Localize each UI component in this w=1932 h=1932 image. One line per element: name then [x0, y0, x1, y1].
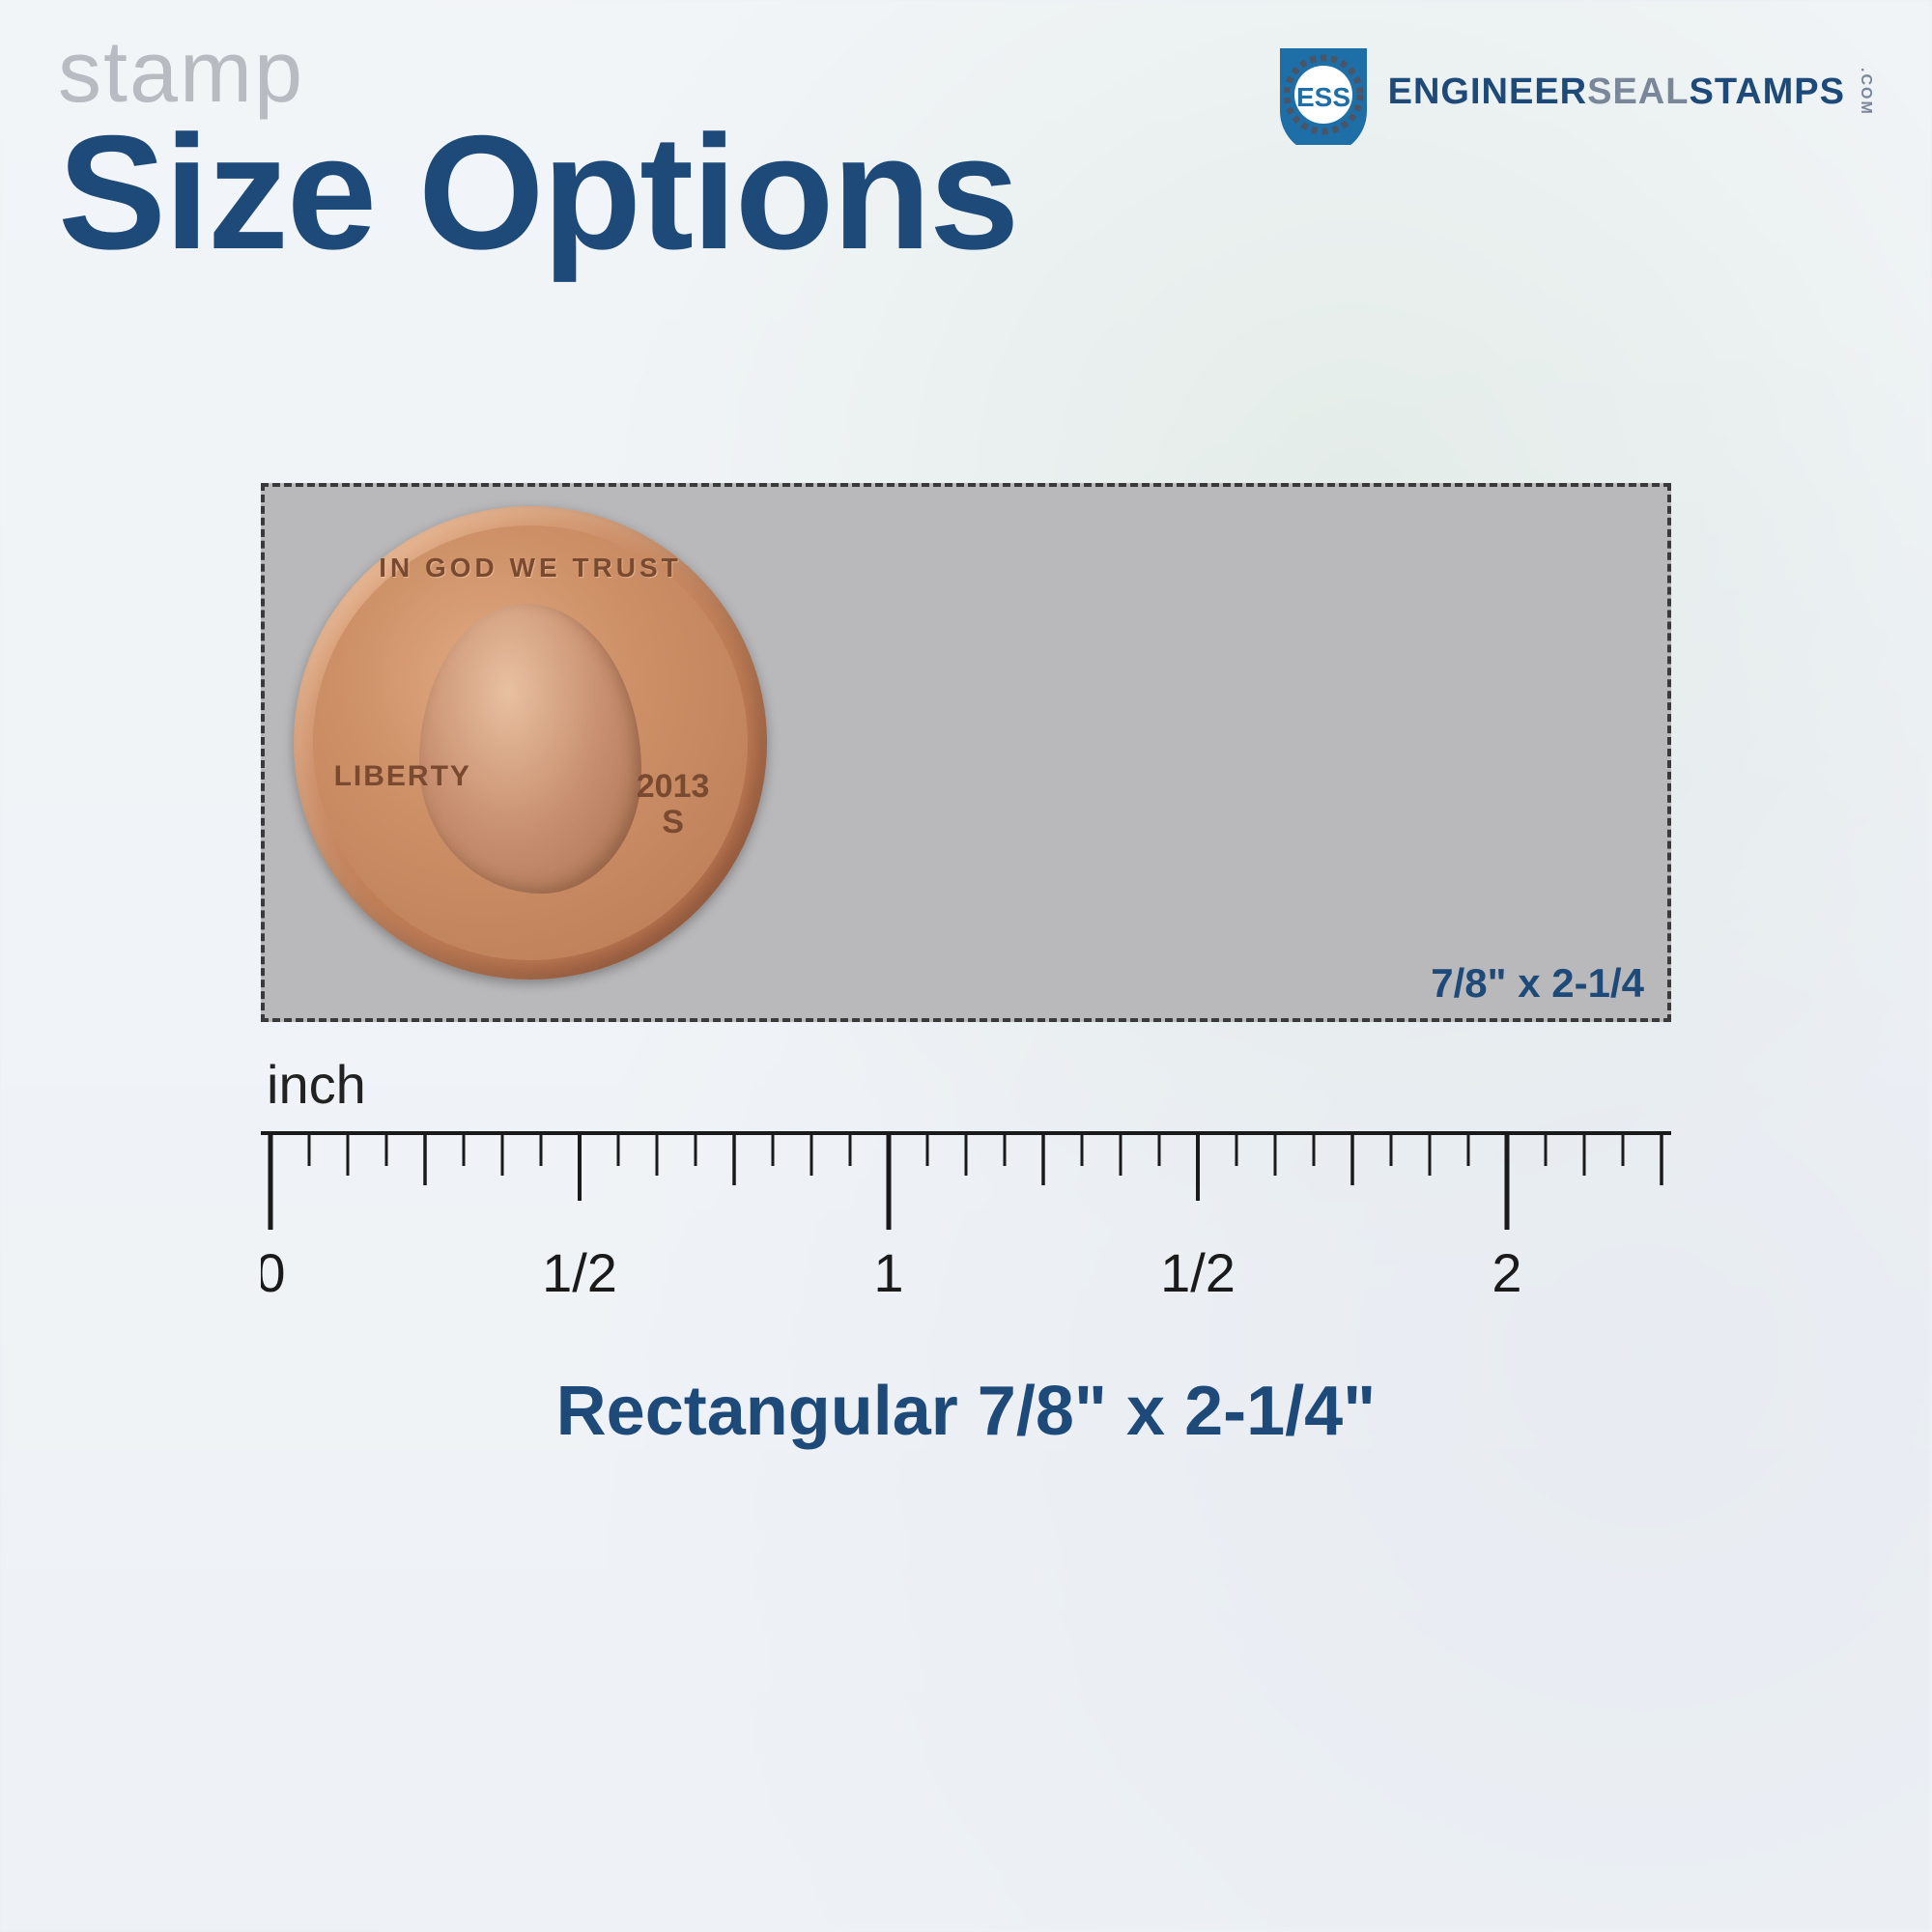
svg-text:ESS: ESS: [1296, 82, 1350, 112]
svg-text:2: 2: [1492, 1242, 1521, 1297]
stamp-rectangle: IN GOD WE TRUST LIBERTY 2013S 7/8" x 2-1…: [261, 483, 1671, 1022]
penny-face: IN GOD WE TRUST LIBERTY 2013S: [313, 526, 749, 961]
logo-word-1: ENGINEER: [1388, 71, 1587, 112]
lincoln-profile: [419, 604, 641, 894]
svg-text:1: 1: [873, 1242, 903, 1297]
logo-dotcom: .COM: [1857, 68, 1874, 116]
penny-coin: IN GOD WE TRUST LIBERTY 2013S: [294, 506, 767, 980]
logo-word-2: SEAL: [1587, 71, 1689, 112]
brand-logo: ESS ENGINEERSEALSTAMPS .COM: [1270, 39, 1874, 145]
svg-text:1/2: 1/2: [1160, 1242, 1236, 1297]
penny-year: 2013S: [637, 769, 710, 841]
stamp-size-label: 7/8" x 2-1/4: [1431, 960, 1644, 1007]
ruler-ticks: 0 1/2 1 1/2 2: [261, 1123, 1671, 1297]
penny-motto: IN GOD WE TRUST: [313, 553, 749, 583]
logo-badge-icon: ESS: [1270, 39, 1377, 145]
svg-text:0: 0: [261, 1242, 286, 1297]
page-title: Size Options: [58, 111, 1017, 273]
penny-liberty: LIBERTY: [334, 760, 471, 793]
logo-word-3: STAMPS: [1689, 71, 1845, 112]
svg-text:1/2: 1/2: [542, 1242, 617, 1297]
title-block: stamp Size Options: [58, 29, 1017, 273]
caption: Rectangular 7/8" x 2-1/4": [0, 1372, 1932, 1451]
ruler: inch 0 1/2 1 1/2 2: [261, 1053, 1671, 1302]
ruler-unit-label: inch: [267, 1053, 1671, 1116]
header: stamp Size Options ESS ENGINEERSEALSTAMP…: [58, 29, 1874, 273]
logo-text: ENGINEERSEALSTAMPS: [1388, 71, 1845, 113]
